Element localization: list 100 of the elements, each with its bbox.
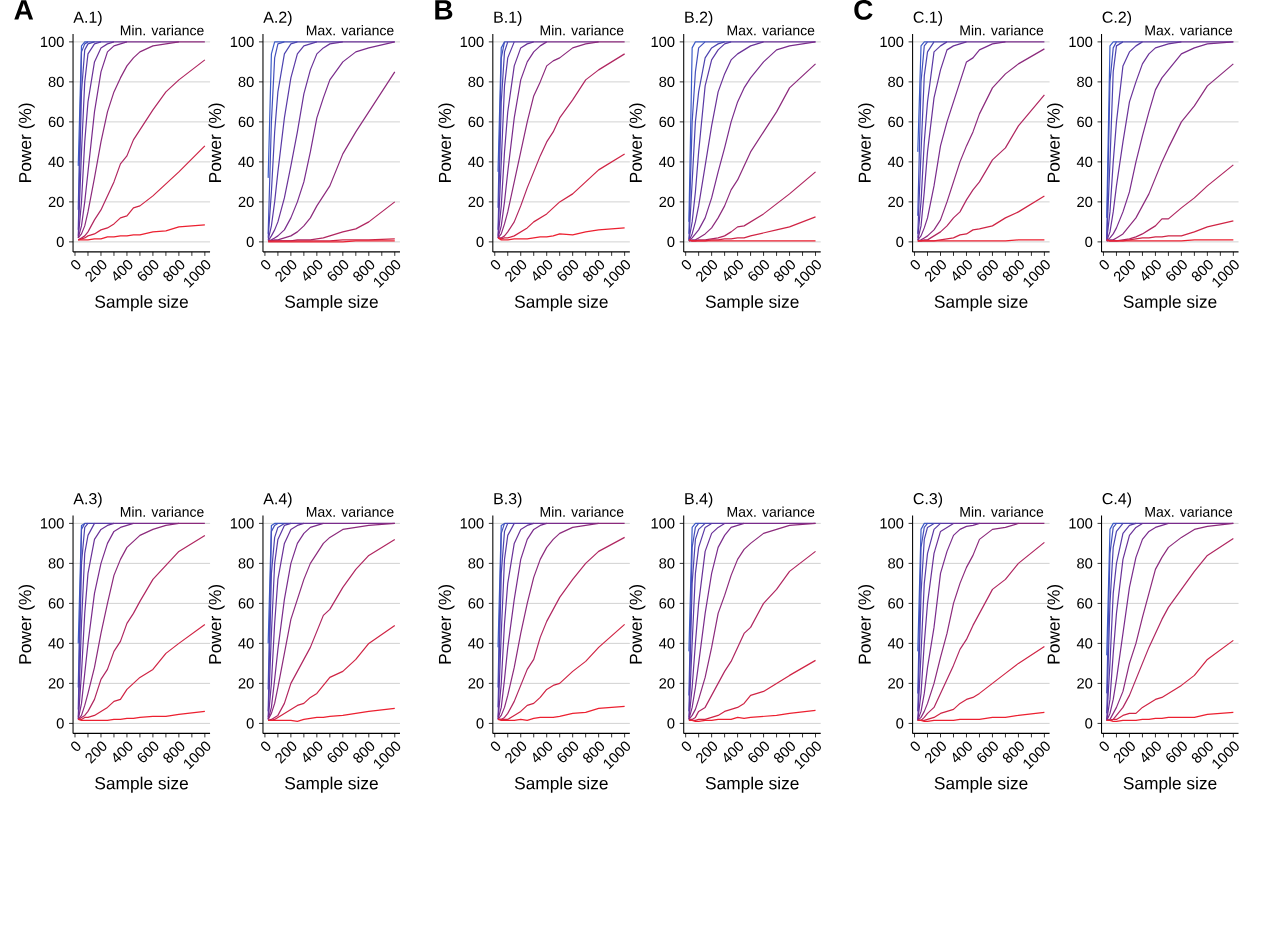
y-tick-label: 80 — [48, 558, 64, 569]
x-tick-label: 600 — [137, 260, 159, 281]
y-tick-label: 0 — [476, 236, 484, 248]
y-tick-label: 80 — [238, 558, 254, 569]
x-tick-label: 800 — [1002, 741, 1024, 763]
x-tick-label: 200 — [924, 741, 946, 764]
y-axis-title: Power (%) — [629, 103, 646, 182]
y-tick-label: 20 — [48, 196, 64, 208]
y-axis-title: Power (%) — [1047, 103, 1064, 182]
x-tick-label: 600 — [748, 260, 769, 281]
y-tick-label: 100 — [40, 518, 64, 529]
x-tick-label: 800 — [1191, 260, 1213, 282]
y-tick-label: 80 — [659, 76, 675, 88]
x-tick-label: 600 — [557, 260, 579, 281]
y-tick-label: 20 — [468, 678, 484, 689]
y-tick-label: 20 — [468, 196, 484, 208]
y-axis-title: Power (%) — [18, 103, 35, 182]
chart-subtitle: Min. variance — [960, 506, 1044, 517]
x-axis-title: Sample size — [514, 776, 608, 793]
y-tick-label: 80 — [468, 76, 484, 88]
x-tick-label: 800 — [773, 260, 795, 282]
x-tick-label: 400 — [952, 741, 972, 763]
x-tick-label: 600 — [748, 741, 769, 763]
y-axis-title: Power (%) — [208, 585, 225, 664]
y-tick-label: 60 — [888, 598, 904, 609]
y-tick-label: 100 — [1069, 36, 1093, 48]
x-tick-label: 0 — [261, 260, 271, 270]
x-axis-title: Sample size — [705, 776, 799, 793]
y-tick-label: 80 — [238, 76, 254, 88]
x-tick-label: 0 — [910, 260, 920, 270]
x-tick-label: 400 — [1141, 260, 1161, 281]
x-tick-label: 600 — [137, 741, 159, 763]
x-tick-label: 800 — [353, 741, 375, 763]
y-tick-label: 40 — [238, 156, 254, 168]
y-tick-label: 0 — [476, 718, 484, 729]
y-tick-label: 20 — [888, 678, 904, 689]
y-tick-label: 60 — [1077, 598, 1093, 609]
y-tick-label: 20 — [888, 196, 904, 208]
x-tick-label: 600 — [327, 741, 349, 763]
x-tick-label: 400 — [113, 260, 133, 281]
chart-subtitle: Min. variance — [540, 25, 624, 36]
chart-title: A.3) — [73, 492, 102, 508]
x-tick-label: 0 — [490, 260, 501, 270]
y-tick-label: 100 — [651, 36, 675, 48]
x-tick-label: 800 — [583, 741, 605, 763]
x-tick-label: 0 — [681, 741, 692, 751]
x-axis-title: Sample size — [514, 295, 608, 312]
chart-title: C.4) — [1102, 492, 1132, 508]
chart-subtitle: Max. variance — [727, 25, 815, 36]
y-tick-label: 0 — [896, 718, 904, 729]
chart-subtitle: Min. variance — [960, 25, 1044, 36]
y-tick-label: 60 — [48, 598, 64, 609]
x-tick-label: 600 — [977, 260, 998, 281]
x-tick-label: 800 — [583, 260, 605, 282]
y-tick-label: 80 — [48, 76, 64, 88]
x-tick-label: 400 — [1141, 741, 1161, 763]
y-tick-label: 40 — [238, 638, 254, 649]
x-tick-label: 0 — [1099, 741, 1109, 751]
y-tick-label: 60 — [238, 116, 254, 128]
y-tick-label: 100 — [460, 518, 484, 529]
chart-subtitle: Max. variance — [306, 25, 394, 36]
y-tick-label: 0 — [1085, 236, 1093, 248]
x-tick-label: 200 — [924, 260, 946, 283]
chart-title: A.4) — [263, 492, 292, 508]
chart-subtitle: Max. variance — [306, 506, 394, 517]
chart-title: B.2) — [685, 11, 713, 27]
y-tick-label: 40 — [48, 638, 64, 649]
y-tick-label: 40 — [887, 638, 904, 649]
y-axis-title: Power (%) — [18, 585, 35, 664]
x-axis-title: Sample size — [1123, 776, 1217, 793]
y-tick-label: 0 — [56, 236, 64, 248]
y-tick-label: 60 — [1077, 116, 1093, 128]
text: C — [854, 0, 873, 20]
y-tick-label: 0 — [667, 236, 675, 248]
y-tick-label: 80 — [659, 558, 675, 569]
x-axis-title: Sample size — [95, 295, 188, 312]
chart-title: C.1) — [913, 11, 943, 27]
x-axis-title: Sample size — [1123, 295, 1217, 312]
x-axis-title: Sample size — [934, 295, 1028, 312]
x-tick-label: 400 — [533, 741, 553, 763]
x-axis-title: Sample size — [95, 776, 188, 793]
x-axis-title: Sample size — [934, 776, 1028, 793]
y-tick-label: 100 — [880, 36, 904, 48]
chart-title: C.2) — [1102, 11, 1132, 27]
y-tick-label: 20 — [238, 678, 254, 689]
y-axis-title: Power (%) — [629, 585, 646, 664]
x-tick-label: 200 — [275, 741, 297, 764]
y-tick-label: 60 — [659, 598, 675, 609]
y-tick-label: 20 — [238, 196, 254, 208]
x-tick-label: 800 — [163, 260, 185, 282]
x-tick-label: 800 — [163, 741, 185, 763]
y-tick-label: 0 — [667, 718, 675, 729]
text: B — [435, 0, 453, 20]
y-tick-label: 100 — [1069, 518, 1093, 529]
x-tick-label: 0 — [910, 741, 920, 751]
x-tick-label: 0 — [71, 260, 81, 270]
x-tick-label: 0 — [261, 741, 271, 751]
x-tick-label: 400 — [303, 741, 323, 763]
x-tick-label: 0 — [681, 260, 692, 270]
y-axis-title: Power (%) — [1047, 585, 1064, 664]
